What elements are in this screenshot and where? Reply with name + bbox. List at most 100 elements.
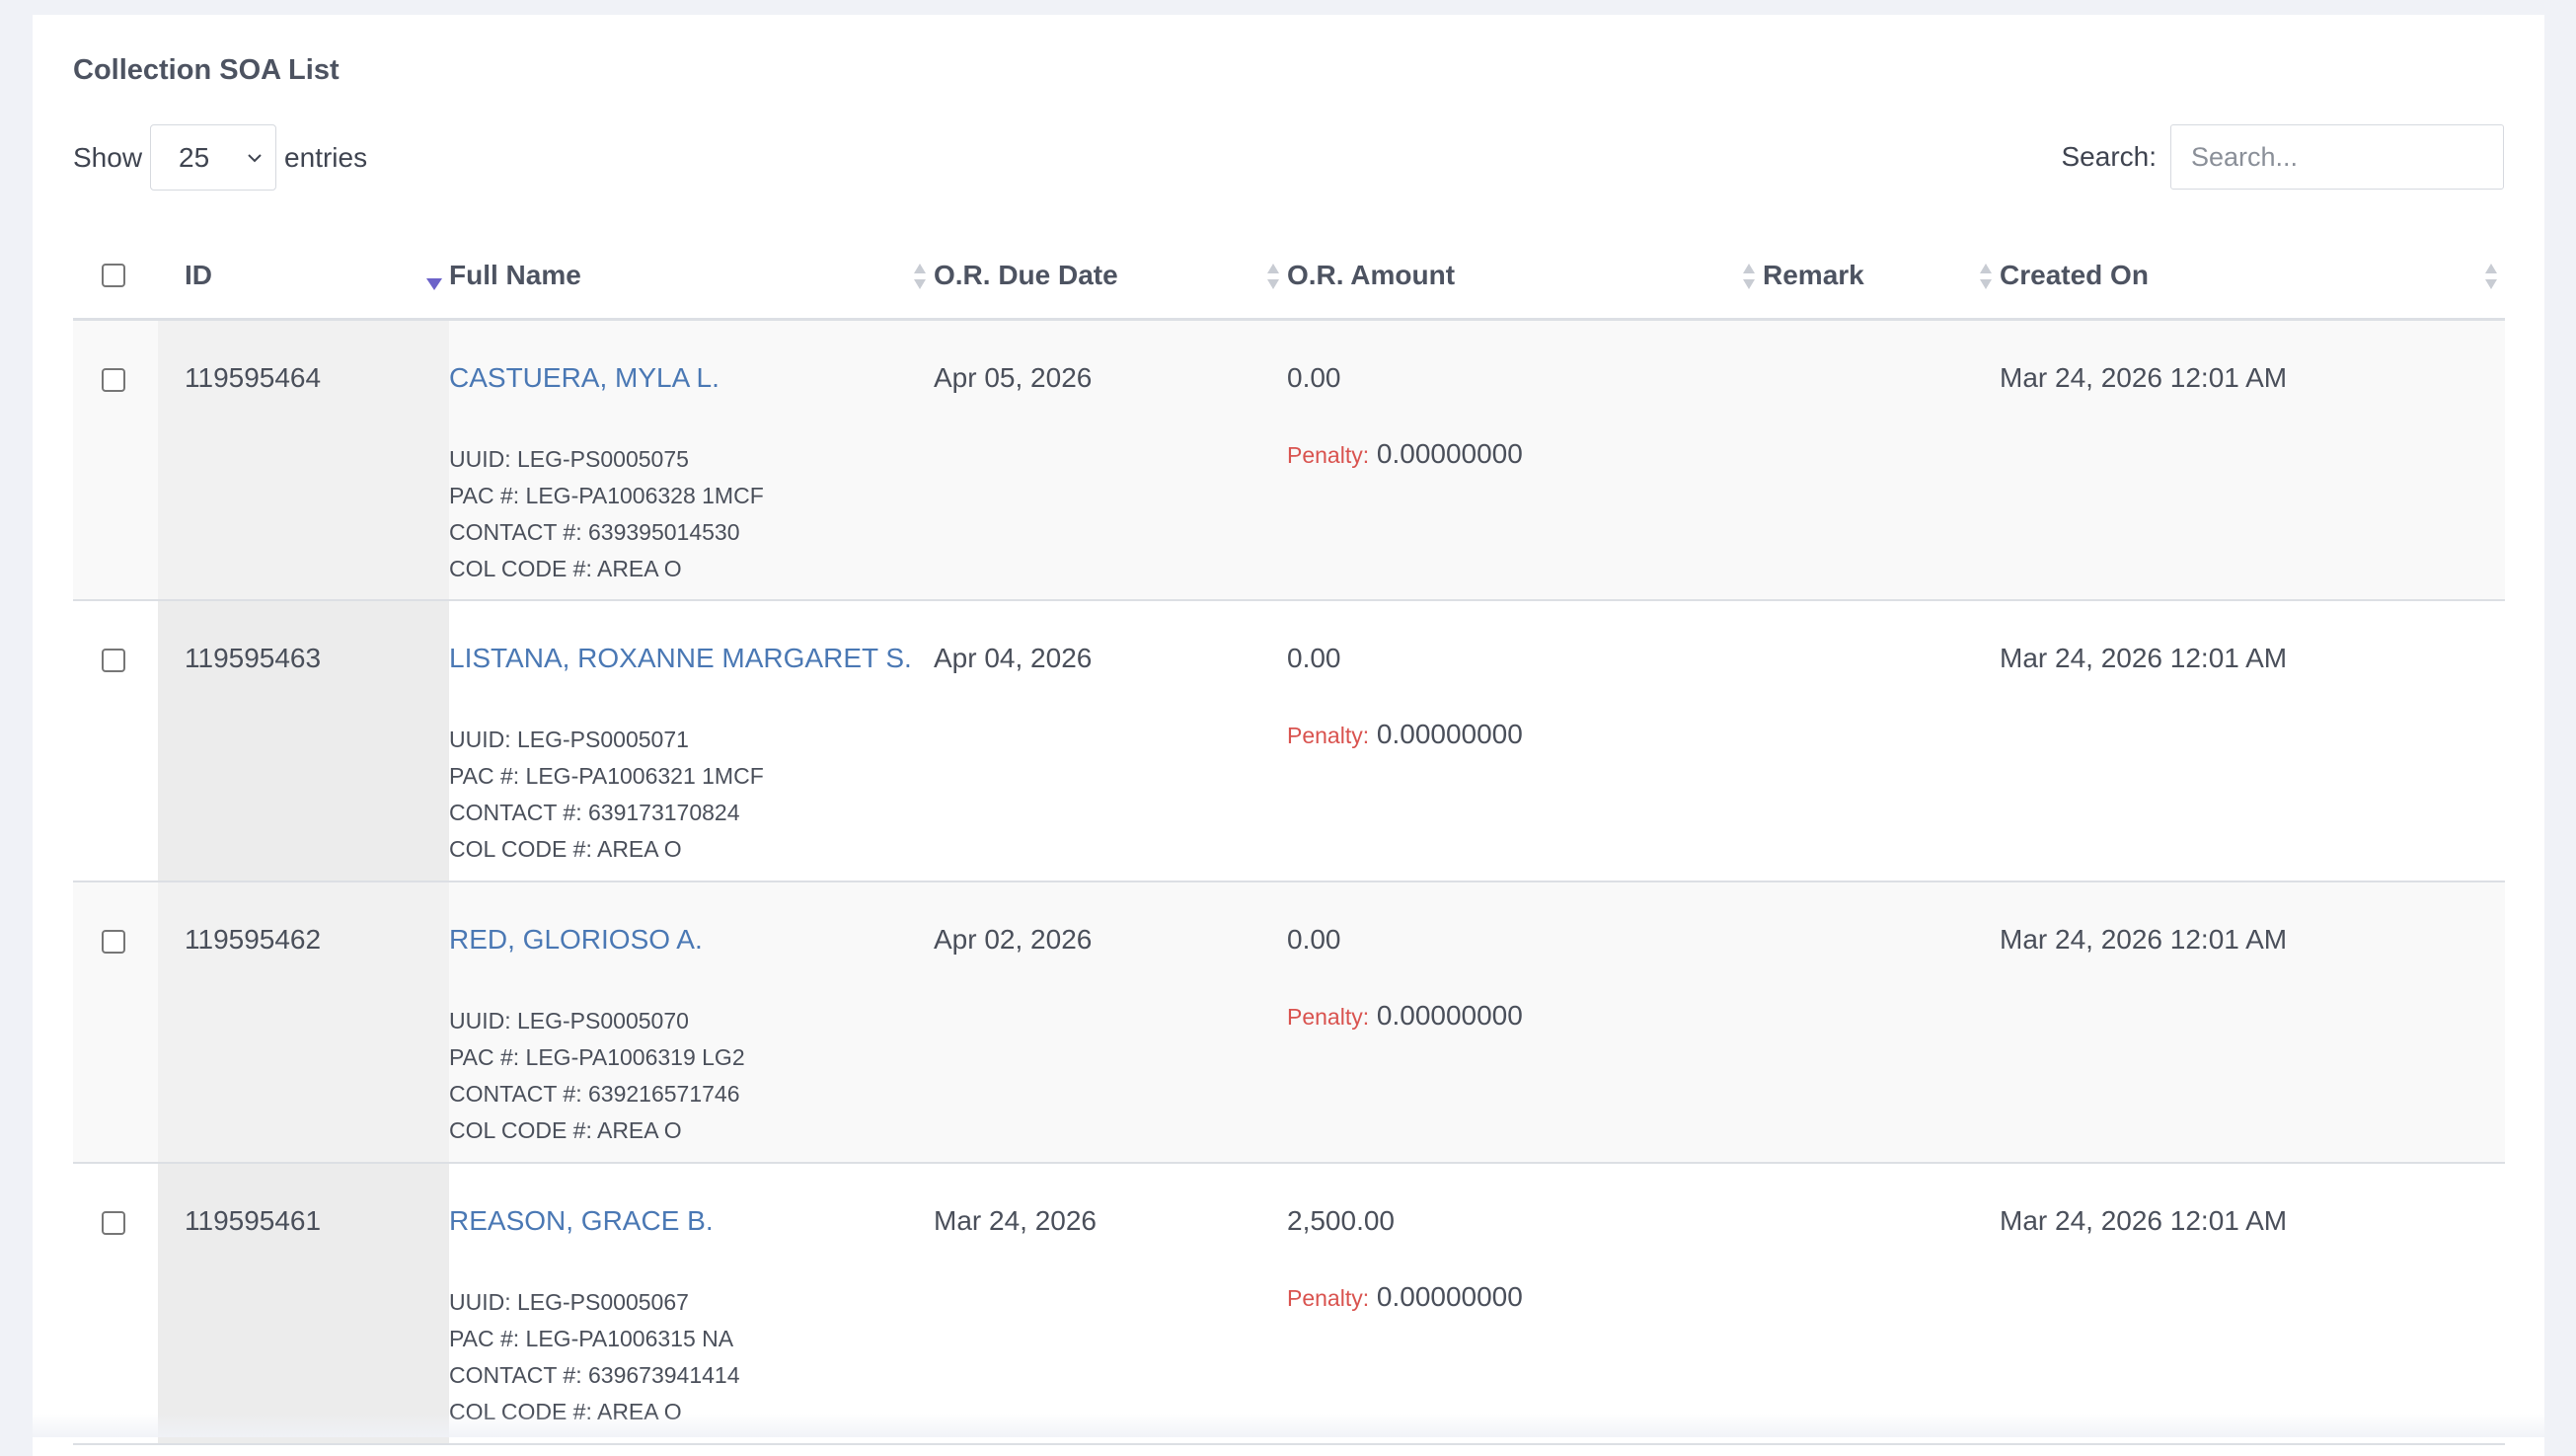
customer-name-link[interactable]: CASTUERA, MYLA L. bbox=[449, 362, 720, 393]
entries-length-control: Show 25 entries bbox=[73, 124, 367, 191]
full-name-cell: CASTUERA, MYLA L. UUID: LEG-PS0005075 PA… bbox=[449, 319, 934, 600]
col-code-text: COL CODE #: AREA O bbox=[449, 831, 934, 868]
created-on-cell: Mar 24, 2026 12:01 AM bbox=[2000, 881, 2505, 1163]
due-date-cell: Mar 24, 2026 bbox=[934, 1163, 1287, 1444]
collection-soa-card: Collection SOA List Show 25 entries Sear… bbox=[33, 15, 2544, 1456]
entries-label: entries bbox=[284, 142, 367, 174]
row-checkbox[interactable] bbox=[102, 368, 125, 392]
column-label-created-on: Created On bbox=[2000, 260, 2149, 290]
remark-cell bbox=[1763, 600, 2000, 881]
penalty-line: Penalty: 0.00000000 bbox=[1287, 1000, 1763, 1032]
sort-both-icon bbox=[2483, 262, 2499, 291]
pac-text: PAC #: LEG-PA1006321 1MCF bbox=[449, 758, 934, 795]
customer-meta: UUID: LEG-PS0005075 PAC #: LEG-PA1006328… bbox=[449, 441, 934, 587]
uuid-text: UUID: LEG-PS0005075 bbox=[449, 441, 934, 478]
entries-select-value: 25 bbox=[179, 142, 209, 174]
id-cell: 119595461 bbox=[158, 1163, 449, 1444]
chevron-down-icon bbox=[244, 147, 265, 169]
table-header-row: ID Full Name O.R. Due Date bbox=[73, 234, 2505, 319]
id-cell: 119595464 bbox=[158, 319, 449, 600]
column-header-amount[interactable]: O.R. Amount bbox=[1287, 234, 1763, 319]
sort-both-icon bbox=[1741, 262, 1757, 291]
col-code-text: COL CODE #: AREA O bbox=[449, 1112, 934, 1149]
due-date-cell: Apr 04, 2026 bbox=[934, 600, 1287, 881]
contact-text: CONTACT #: 639173170824 bbox=[449, 795, 934, 831]
column-label-id: ID bbox=[185, 260, 212, 290]
column-label-amount: O.R. Amount bbox=[1287, 260, 1455, 290]
full-name-cell: REASON, GRACE B. UUID: LEG-PS0005067 PAC… bbox=[449, 1163, 934, 1444]
remark-cell bbox=[1763, 881, 2000, 1163]
amount-cell: 2,500.00 Penalty: 0.00000000 bbox=[1287, 1163, 1763, 1444]
customer-name-link[interactable]: REASON, GRACE B. bbox=[449, 1205, 714, 1236]
table-row: 119595463 LISTANA, ROXANNE MARGARET S. U… bbox=[73, 600, 2505, 881]
amount-value: 0.00 bbox=[1287, 362, 1763, 394]
amount-value: 0.00 bbox=[1287, 643, 1763, 674]
amount-cell: 0.00 Penalty: 0.00000000 bbox=[1287, 881, 1763, 1163]
created-on-cell: Mar 24, 2026 12:01 AM bbox=[2000, 600, 2505, 881]
remark-cell bbox=[1763, 1163, 2000, 1444]
penalty-value: 0.00000000 bbox=[1377, 719, 1523, 749]
row-checkbox[interactable] bbox=[102, 1211, 125, 1235]
select-all-header bbox=[73, 234, 158, 319]
entries-select[interactable]: 25 bbox=[150, 124, 276, 191]
amount-cell: 0.00 Penalty: 0.00000000 bbox=[1287, 600, 1763, 881]
column-header-full-name[interactable]: Full Name bbox=[449, 234, 934, 319]
column-header-due-date[interactable]: O.R. Due Date bbox=[934, 234, 1287, 319]
contact-text: CONTACT #: 639395014530 bbox=[449, 514, 934, 551]
column-label-full-name: Full Name bbox=[449, 260, 581, 290]
created-on-cell: Mar 24, 2026 12:01 AM bbox=[2000, 1163, 2505, 1444]
created-on-cell: Mar 24, 2026 12:01 AM bbox=[2000, 319, 2505, 600]
column-header-id[interactable]: ID bbox=[158, 234, 449, 319]
search-input[interactable] bbox=[2170, 124, 2504, 190]
column-label-due-date: O.R. Due Date bbox=[934, 260, 1118, 290]
pac-text: PAC #: LEG-PA1006328 1MCF bbox=[449, 478, 934, 514]
penalty-label: Penalty: bbox=[1287, 723, 1369, 748]
scroll-fade bbox=[0, 1414, 2576, 1437]
table-row: 119595461 REASON, GRACE B. UUID: LEG-PS0… bbox=[73, 1163, 2505, 1444]
amount-value: 2,500.00 bbox=[1287, 1205, 1763, 1237]
customer-meta: UUID: LEG-PS0005071 PAC #: LEG-PA1006321… bbox=[449, 722, 934, 868]
due-date-cell: Apr 05, 2026 bbox=[934, 319, 1287, 600]
row-select-cell bbox=[73, 600, 158, 881]
sort-both-icon bbox=[1978, 262, 1994, 291]
customer-meta: UUID: LEG-PS0005067 PAC #: LEG-PA1006315… bbox=[449, 1284, 934, 1430]
col-code-text: COL CODE #: AREA O bbox=[449, 551, 934, 587]
sort-both-icon bbox=[912, 262, 928, 291]
uuid-text: UUID: LEG-PS0005070 bbox=[449, 1003, 934, 1039]
row-checkbox[interactable] bbox=[102, 649, 125, 672]
column-label-remark: Remark bbox=[1763, 260, 1864, 290]
uuid-text: UUID: LEG-PS0005071 bbox=[449, 722, 934, 758]
pac-text: PAC #: LEG-PA1006315 NA bbox=[449, 1321, 934, 1357]
table-row: 119595464 CASTUERA, MYLA L. UUID: LEG-PS… bbox=[73, 319, 2505, 600]
id-cell: 119595463 bbox=[158, 600, 449, 881]
due-date-cell: Apr 02, 2026 bbox=[934, 881, 1287, 1163]
full-name-cell: LISTANA, ROXANNE MARGARET S. UUID: LEG-P… bbox=[449, 600, 934, 881]
contact-text: CONTACT #: 639673941414 bbox=[449, 1357, 934, 1394]
remark-cell bbox=[1763, 319, 2000, 600]
table-row: 119595462 RED, GLORIOSO A. UUID: LEG-PS0… bbox=[73, 881, 2505, 1163]
sort-both-icon bbox=[1265, 262, 1281, 291]
customer-name-link[interactable]: RED, GLORIOSO A. bbox=[449, 924, 703, 955]
penalty-value: 0.00000000 bbox=[1377, 1281, 1523, 1312]
pac-text: PAC #: LEG-PA1006319 LG2 bbox=[449, 1039, 934, 1076]
customer-name-link[interactable]: LISTANA, ROXANNE MARGARET S. bbox=[449, 643, 912, 673]
soa-table: ID Full Name O.R. Due Date bbox=[73, 234, 2505, 1445]
full-name-cell: RED, GLORIOSO A. UUID: LEG-PS0005070 PAC… bbox=[449, 881, 934, 1163]
contact-text: CONTACT #: 639216571746 bbox=[449, 1076, 934, 1112]
sort-desc-icon bbox=[425, 277, 443, 291]
column-header-remark[interactable]: Remark bbox=[1763, 234, 2000, 319]
penalty-line: Penalty: 0.00000000 bbox=[1287, 438, 1763, 470]
search-label: Search: bbox=[2062, 141, 2158, 173]
customer-meta: UUID: LEG-PS0005070 PAC #: LEG-PA1006319… bbox=[449, 1003, 934, 1149]
column-header-created-on[interactable]: Created On bbox=[2000, 234, 2505, 319]
row-select-cell bbox=[73, 1163, 158, 1444]
select-all-checkbox[interactable] bbox=[102, 264, 125, 287]
id-cell: 119595462 bbox=[158, 881, 449, 1163]
penalty-label: Penalty: bbox=[1287, 1004, 1369, 1030]
penalty-value: 0.00000000 bbox=[1377, 438, 1523, 469]
penalty-line: Penalty: 0.00000000 bbox=[1287, 719, 1763, 750]
penalty-label: Penalty: bbox=[1287, 442, 1369, 468]
row-select-cell bbox=[73, 319, 158, 600]
uuid-text: UUID: LEG-PS0005067 bbox=[449, 1284, 934, 1321]
row-checkbox[interactable] bbox=[102, 930, 125, 954]
